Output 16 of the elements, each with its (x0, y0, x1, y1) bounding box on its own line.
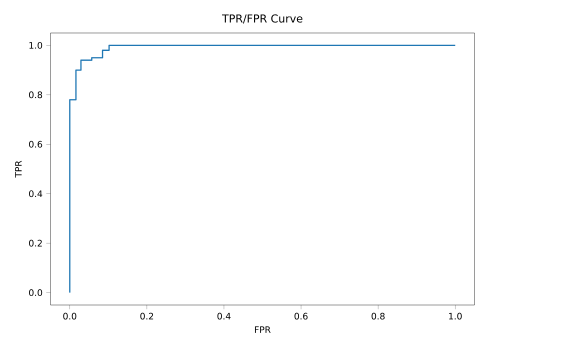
y-tick-label: 0.0 (29, 289, 42, 296)
x-tick-label: 1.0 (449, 312, 462, 320)
x-tick-label: 0.8 (372, 312, 385, 320)
x-tick-label: 0.0 (63, 312, 76, 320)
x-axis-title: FPR (254, 326, 271, 333)
line-series (69, 44, 456, 294)
y-tick-label: 1.0 (29, 42, 42, 49)
y-tick-label: 0.8 (29, 91, 42, 98)
y-tick-label: 0.2 (29, 240, 42, 247)
x-tick-label: 0.6 (294, 312, 308, 320)
x-tick-label: 0.2 (140, 312, 154, 320)
x-tick-label: 0.4 (217, 312, 231, 320)
y-axis-title: TPR (15, 160, 22, 178)
y-tick-label: 0.6 (29, 140, 42, 148)
y-tick-label: 0.4 (29, 190, 42, 198)
chart-title: TPR/FPR Curve (222, 14, 302, 24)
